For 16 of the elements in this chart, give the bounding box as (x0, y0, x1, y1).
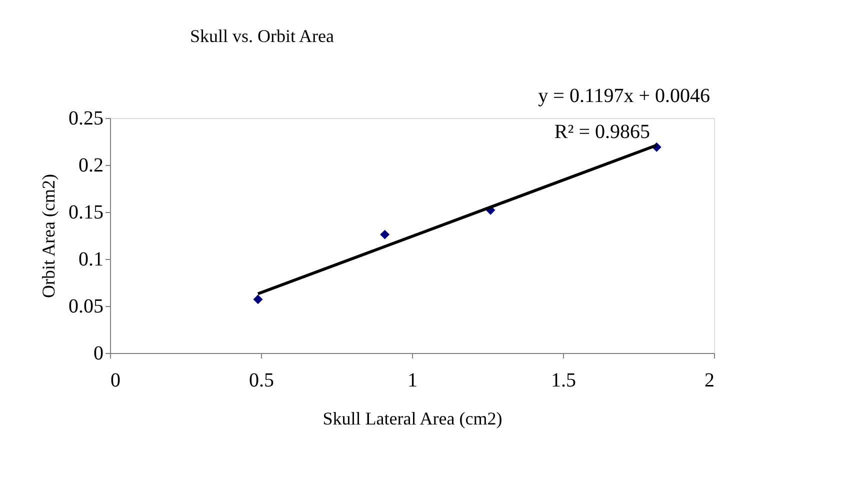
y-tick-label: 0.1 (78, 248, 104, 270)
x-axis-title: Skull Lateral Area (cm2) (322, 408, 502, 428)
x-tick-label: 0.5 (249, 370, 274, 392)
x-tick-label: 0 (110, 370, 120, 392)
x-tick-label: 1 (408, 370, 418, 392)
y-tick-label: 0.2 (78, 154, 104, 176)
y-tick-label: 0.15 (68, 202, 104, 224)
y-axis-title: Orbit Area (cm2) (38, 174, 58, 298)
x-tick-label: 1.5 (551, 370, 576, 392)
x-tick-label: 2 (704, 370, 714, 392)
y-tick-label: 0.05 (68, 296, 104, 318)
text: y = 0.1197x + 0.0046 (538, 85, 710, 107)
chart-title: Skull vs. Orbit Area (190, 26, 334, 46)
y-tick-label: 0 (94, 342, 104, 364)
annotation: R² = 0.9865 (554, 121, 650, 143)
y-tick-label: 0.25 (68, 108, 104, 130)
